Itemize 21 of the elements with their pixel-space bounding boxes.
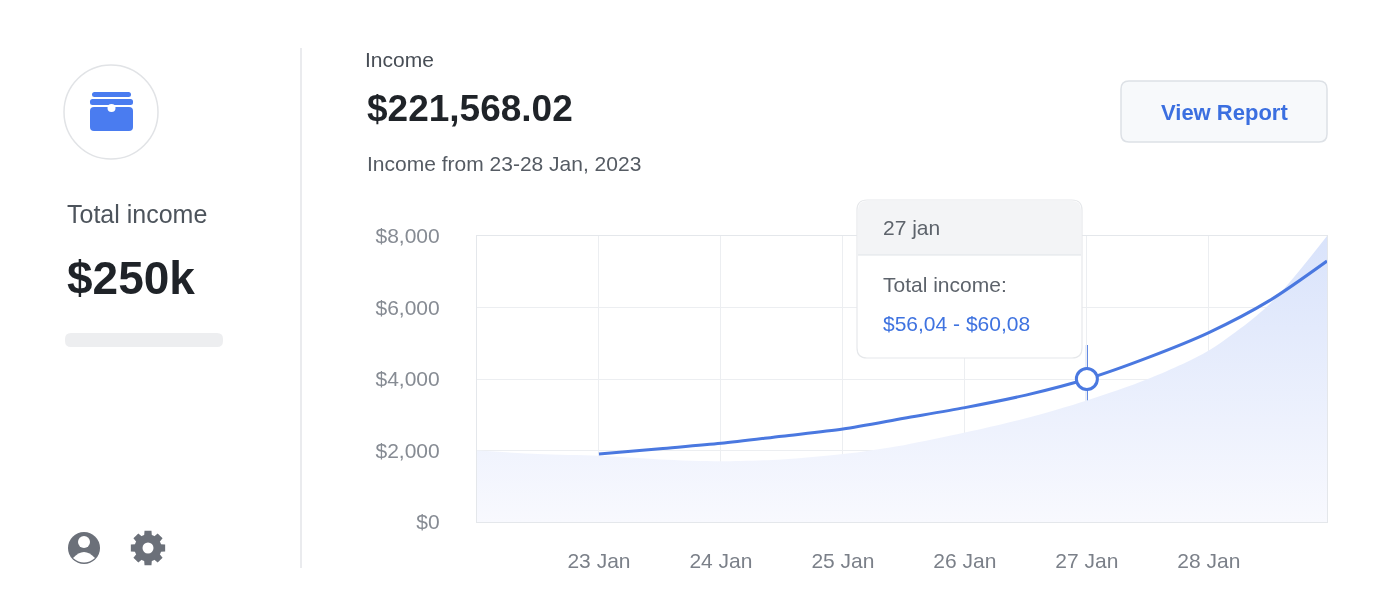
text: View Report <box>1161 100 1289 125</box>
x-tick-label: 28 Jan <box>1177 549 1241 573</box>
annotation: $56,04 - $60,08 <box>883 312 1031 335</box>
annotation: 27 jan <box>883 216 941 239</box>
y-tick-label: $0 <box>416 510 440 534</box>
y-tick-label: $8,000 <box>375 224 440 248</box>
x-tick-label: 24 Jan <box>689 549 753 573</box>
annotation: Total income: <box>883 273 1007 296</box>
y-tick-label: $2,000 <box>375 438 440 462</box>
x-tick-label: 26 Jan <box>933 549 997 573</box>
text: $221,568.02 <box>367 88 573 129</box>
chart-title: Income <box>365 48 434 72</box>
x-tick-label: 23 Jan <box>567 549 631 573</box>
line-series <box>597 259 1327 456</box>
text: Total income <box>67 200 208 228</box>
y-tick-label: $6,000 <box>375 295 440 319</box>
chart-subtitle: Income from 23-28 Jan, 2023 <box>367 152 642 175</box>
x-tick-label: 25 Jan <box>811 549 875 573</box>
text: $250k <box>67 252 196 304</box>
x-tick-label: 27 Jan <box>1055 549 1119 573</box>
y-tick-label: $4,000 <box>375 367 440 391</box>
